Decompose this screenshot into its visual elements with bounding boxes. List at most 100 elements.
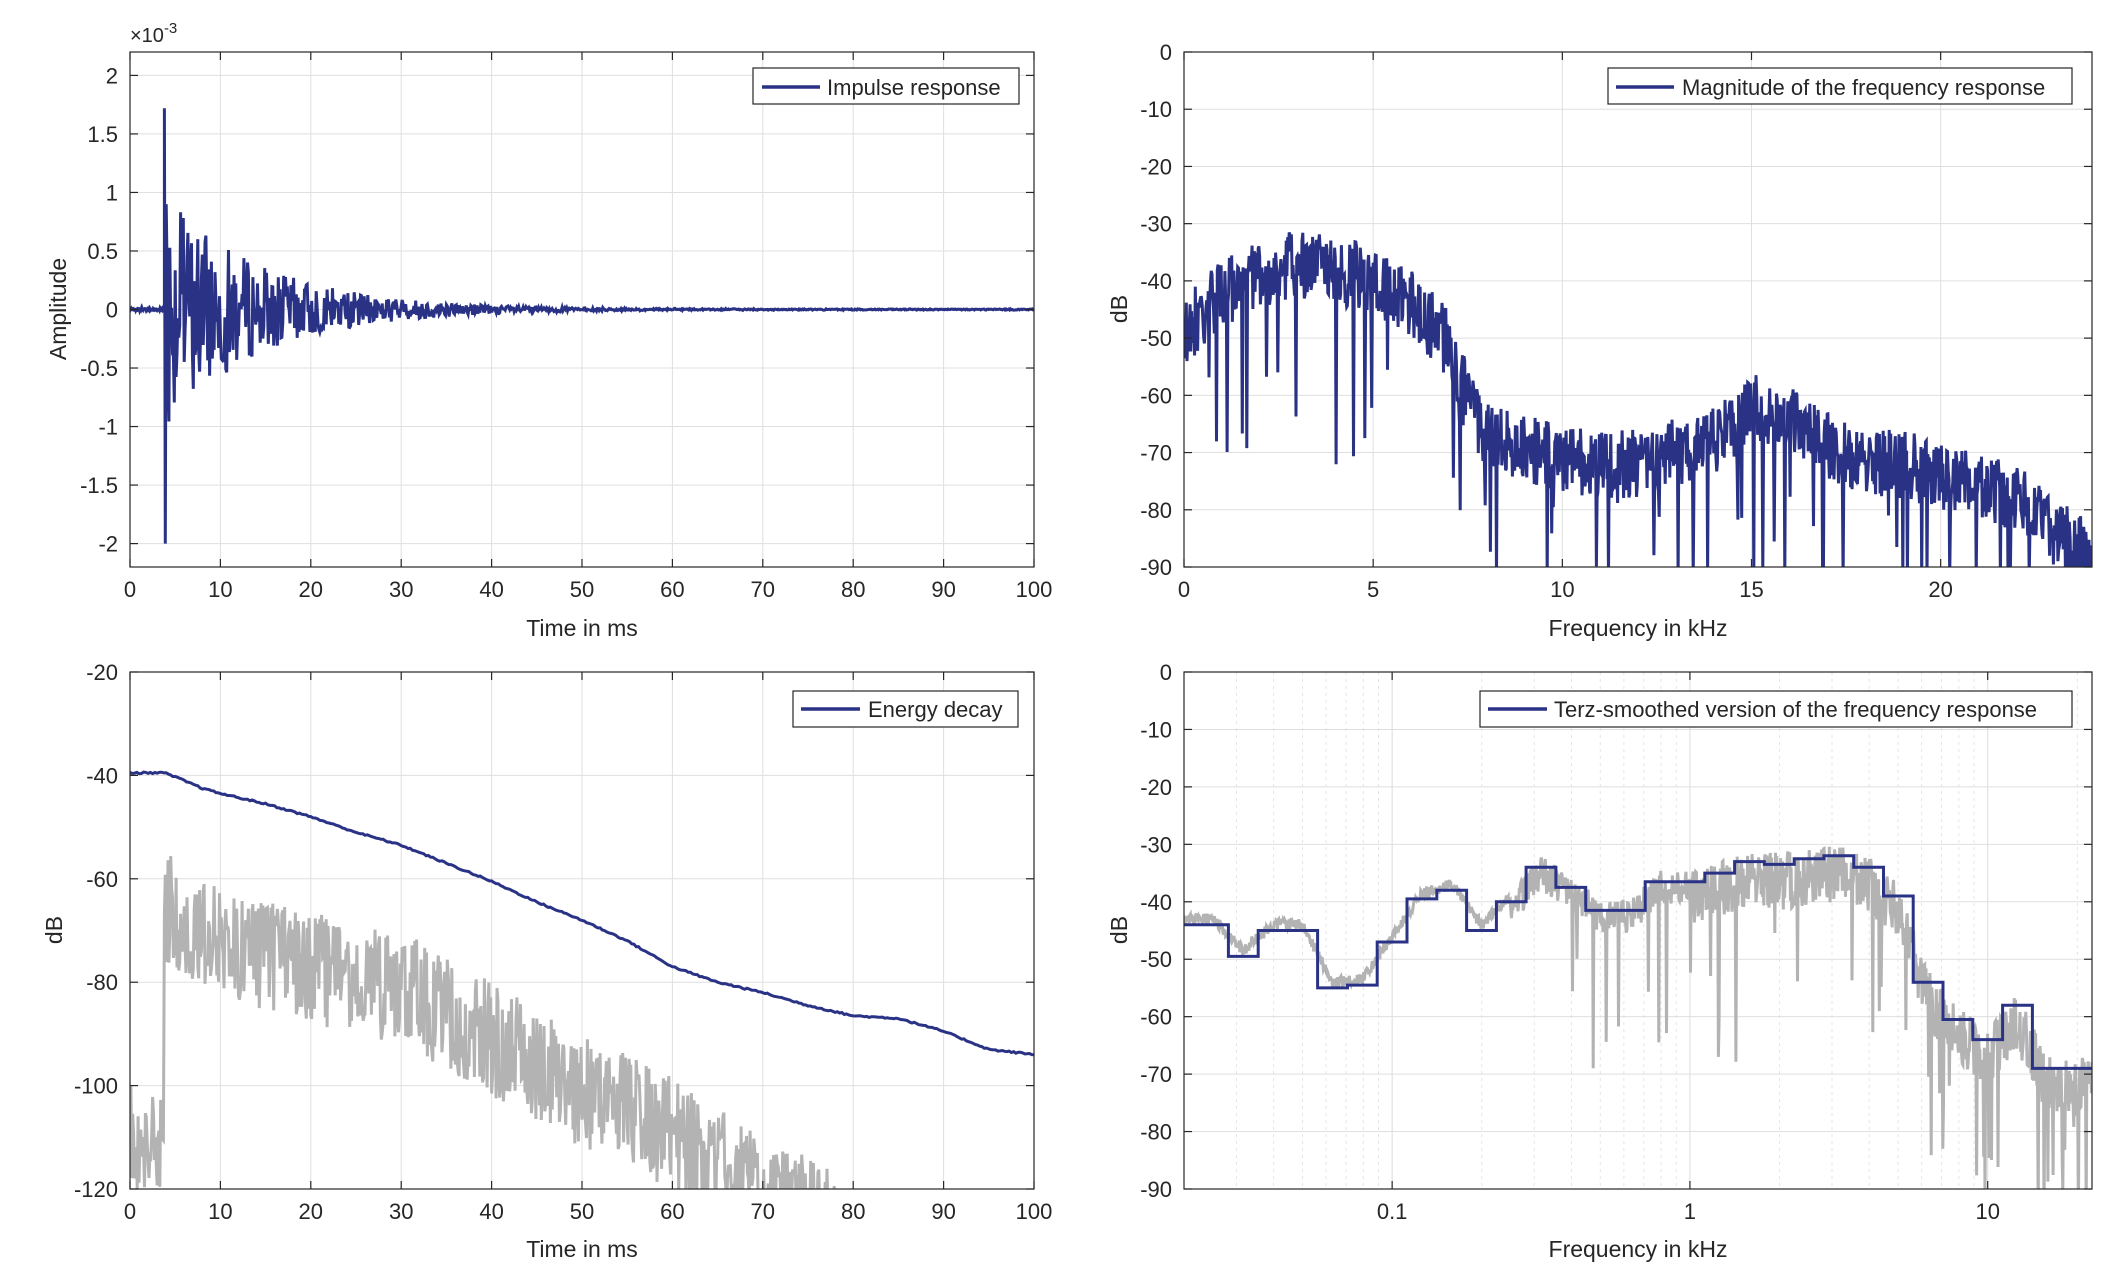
tick-group: 0.1 1 10 0 -10 -20 -30 -40 -50 -60 -70 -80 -90 — [1140, 660, 2092, 1224]
y-tick-label: -40 — [1140, 890, 1172, 915]
y-tick-label: -40 — [86, 763, 118, 788]
y-tick-label: -60 — [1140, 383, 1172, 408]
impulse-response-line — [130, 108, 1034, 544]
y-tick-label: -70 — [1140, 1062, 1172, 1087]
legend[interactable]: Energy decay — [792, 690, 1019, 728]
x-tick-label: 80 — [841, 1199, 865, 1224]
y-tick-label: 0 — [1160, 40, 1172, 65]
y-tick-label: -20 — [1140, 154, 1172, 179]
y-tick-label: -90 — [1140, 555, 1172, 580]
x-tick-label: 70 — [751, 1199, 775, 1224]
y-tick-label: -60 — [86, 867, 118, 892]
y-tick-label: -1 — [98, 415, 118, 440]
impulse-response-panel: 0 10 20 30 40 50 60 70 80 90 100 -2 -1.5 -1 -0.5 0 0.5 1 1… — [45, 20, 1052, 641]
y-axis-label: dB — [41, 916, 67, 944]
terz-smoothed-panel: 0.1 1 10 0 -10 -20 -30 -40 -50 -60 -70 -80 -90 Frequ… — [1106, 660, 2093, 1262]
y-tick-label: -10 — [1140, 97, 1172, 122]
series-group — [130, 770, 1034, 1189]
x-axis-label: Frequency in kHz — [1549, 1236, 1728, 1262]
tick-group: 0 10 20 30 40 50 60 70 80 90 100 -2 -1.5 -1 -0.5 0 0.5 1 1… — [80, 52, 1052, 602]
series-group — [1184, 232, 2092, 567]
y-tick-label: -10 — [1140, 717, 1172, 742]
plot-area — [1184, 672, 2092, 1189]
x-tick-label: 10 — [208, 1199, 232, 1224]
y-tick-label: -100 — [74, 1074, 118, 1099]
legend[interactable]: Terz-smoothed version of the frequency r… — [1479, 690, 2073, 728]
legend-label: Energy decay — [868, 697, 1003, 722]
legend-box — [1479, 690, 2073, 728]
x-tick-label: 70 — [751, 577, 775, 602]
x-axis-label: Time in ms — [526, 615, 638, 641]
y-tick-label: -20 — [86, 660, 118, 685]
x-tick-label: 1 — [1684, 1199, 1696, 1224]
x-tick-label: 10 — [1550, 577, 1574, 602]
x-tick-label: 90 — [931, 1199, 955, 1224]
x-tick-label: 5 — [1367, 577, 1379, 602]
x-tick-label: 20 — [299, 577, 323, 602]
x-tick-label: 30 — [389, 577, 413, 602]
x-tick-label: 90 — [931, 577, 955, 602]
legend[interactable]: Magnitude of the frequency response — [1607, 67, 2073, 105]
exponent-base: ×10 — [130, 25, 164, 47]
x-tick-label: 60 — [660, 577, 684, 602]
x-tick-label: 20 — [1928, 577, 1952, 602]
y-tick-label: -60 — [1140, 1005, 1172, 1030]
legend-label: Impulse response — [827, 75, 1001, 100]
terz-smoothed-line — [1184, 854, 2092, 1070]
x-tick-label: 10 — [1975, 1199, 1999, 1224]
series-group — [1184, 846, 2092, 1189]
squared-ir-line — [130, 856, 836, 1189]
y-tick-label: -30 — [1140, 832, 1172, 857]
y-tick-label: -90 — [1140, 1177, 1172, 1202]
y-tick-label: -2 — [98, 532, 118, 557]
tick-group: 0 5 10 15 20 0 -10 -20 -30 -40 -50 -60 -70 -80 -90 — [1140, 40, 2092, 602]
x-tick-label: 0.1 — [1377, 1199, 1408, 1224]
x-axis-label: Frequency in kHz — [1549, 615, 1728, 641]
x-tick-label: 40 — [479, 1199, 503, 1224]
y-tick-label: -80 — [1140, 1120, 1172, 1145]
y-tick-label: -50 — [1140, 326, 1172, 351]
x-tick-label: 50 — [570, 577, 594, 602]
x-tick-label: 100 — [1016, 577, 1053, 602]
tick-group: 0 10 20 30 40 50 60 70 80 90 100 -20 -40 -60 -80 -100 -1… — [74, 660, 1052, 1224]
x-tick-label: 100 — [1016, 1199, 1053, 1224]
y-tick-label: 0 — [106, 298, 118, 323]
y-tick-label: 0.5 — [87, 239, 118, 264]
x-tick-label: 0 — [1178, 577, 1190, 602]
y-tick-label: 1 — [106, 180, 118, 205]
y-tick-label: 1.5 — [87, 122, 118, 147]
y-tick-label: 2 — [106, 63, 118, 88]
x-tick-label: 20 — [299, 1199, 323, 1224]
x-tick-label: 50 — [570, 1199, 594, 1224]
y-tick-label: 0 — [1160, 660, 1172, 685]
y-tick-label: -30 — [1140, 212, 1172, 237]
frequency-response-panel: 0 5 10 15 20 0 -10 -20 -30 -40 -50 -60 -70 -80 -90 Fre… — [1106, 40, 2093, 641]
y-axis-label: dB — [1106, 916, 1132, 944]
x-tick-label: 15 — [1739, 577, 1763, 602]
exponent-power: -3 — [164, 20, 177, 37]
x-tick-label: 0 — [124, 1199, 136, 1224]
x-tick-label: 10 — [208, 577, 232, 602]
axes-box — [1183, 51, 2093, 568]
magnitude-line — [1184, 232, 2092, 567]
legend-label: Magnitude of the frequency response — [1682, 75, 2045, 100]
x-tick-label: 80 — [841, 577, 865, 602]
x-tick-label: 30 — [389, 1199, 413, 1224]
x-axis-label: Time in ms — [526, 1236, 638, 1262]
legend[interactable]: Impulse response — [752, 67, 1020, 105]
series-group — [130, 108, 1034, 544]
y-tick-label: -80 — [86, 970, 118, 995]
x-tick-label: 60 — [660, 1199, 684, 1224]
exponent-label: ×10-3 — [130, 20, 177, 47]
energy-decay-panel: 0 10 20 30 40 50 60 70 80 90 100 -20 -40 -60 -80 -100 -1… — [41, 660, 1052, 1262]
y-tick-label: -20 — [1140, 775, 1172, 800]
y-tick-label: -70 — [1140, 441, 1172, 466]
x-tick-label: 0 — [124, 577, 136, 602]
legend-box — [1607, 67, 2073, 105]
y-tick-label: -1.5 — [80, 473, 118, 498]
y-tick-label: -50 — [1140, 947, 1172, 972]
energy-decay-line — [130, 770, 1034, 1057]
y-axis-label: Amplitude — [45, 258, 71, 360]
legend-label: Terz-smoothed version of the frequency r… — [1554, 697, 2037, 722]
